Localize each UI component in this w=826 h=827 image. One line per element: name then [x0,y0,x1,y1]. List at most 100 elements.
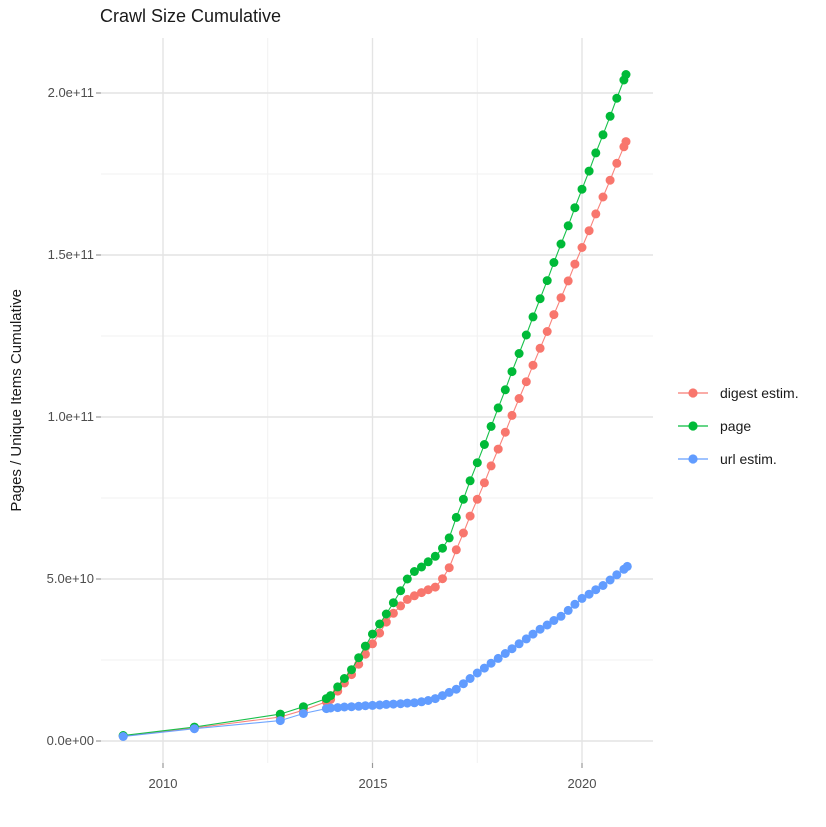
data-point-url-estim [368,700,377,710]
data-point-url-estim [563,605,573,615]
data-point-digest-estim [570,259,580,269]
data-point-page [563,221,573,231]
data-point-url-estim [598,581,608,590]
data-point-digest-estim [423,585,433,595]
data-point-url-estim [500,649,510,658]
x-tick-label-2010: 2010 [148,776,178,791]
data-point-digest-estim [375,628,385,638]
y-axis-title-text: Pages / Unique Items Cumulative [8,289,25,512]
data-point-url-estim [521,634,531,644]
data-point-digest-estim [493,444,503,454]
data-point-url-estim [347,702,356,712]
data-point-url-estim [275,716,285,726]
legend-label-url-estim: url estim. [720,450,777,467]
data-point-page [549,258,559,267]
data-point-page [458,494,468,504]
data-point-page [444,533,454,543]
data-point-digest-estim [621,137,631,147]
data-point-digest-estim [465,511,475,521]
y-tick-label-0: 0.0e+00 [46,733,94,748]
data-point-page [535,294,545,304]
data-point-page [465,476,475,486]
data-point-page [339,674,349,683]
data-point-url-estim [577,593,587,603]
data-point-url-estim [542,620,552,630]
data-point-url-estim [423,696,433,705]
data-point-page [354,653,364,663]
legend-item-url-estim: url estim. [676,442,799,475]
data-point-digest-estim [584,226,594,236]
data-point-page [375,619,385,629]
legend-item-page: page [676,409,799,442]
data-point-url-estim [612,570,622,580]
data-point-page [381,609,391,619]
data-point-url-estim [556,611,566,621]
data-point-url-estim [396,699,406,709]
data-point-page [605,111,615,121]
data-point-digest-estim [528,360,538,370]
data-point-url-estim [381,699,391,709]
data-point-url-estim [375,700,385,710]
data-point-digest-estim [444,563,454,573]
data-point-page [493,403,503,413]
data-point-page [542,276,552,286]
data-point-page [368,629,377,639]
x-tick-label-2015: 2015 [358,776,388,791]
data-point-page [298,702,308,712]
data-point-url-estim [409,698,419,708]
data-point-url-estim [465,674,475,683]
data-point-page [388,598,398,608]
data-point-digest-estim [556,293,566,303]
data-point-digest-estim [396,601,406,611]
legend-key-page-icon [678,420,708,431]
data-point-digest-estim [388,608,398,618]
legend-label-digest-estim: digest estim. [720,384,799,401]
data-point-url-estim [458,679,468,689]
data-point-page [326,691,336,701]
data-point-digest-estim [549,310,559,320]
data-point-url-estim [549,616,559,625]
data-point-digest-estim [591,209,601,219]
data-point-url-estim [535,624,545,634]
data-point-digest-estim [451,545,461,555]
data-point-page [417,562,426,572]
data-point-page [528,312,538,322]
legend: digest estim. page url estim. [676,376,799,475]
data-point-digest-estim [507,410,517,420]
data-point-url-estim [339,702,349,712]
data-point-page [275,709,285,719]
data-point-url-estim [388,699,398,709]
data-point-page [570,203,580,213]
data-point-page [347,665,356,675]
legend-item-digest-estim: digest estim. [676,376,799,409]
legend-label-page: page [720,417,752,434]
data-point-digest-estim [521,377,531,387]
data-point-digest-estim [577,243,587,252]
data-point-url-estim [333,703,343,713]
y-axis-title: Pages / Unique Items Cumulative [8,38,25,763]
data-point-url-estim [570,599,580,609]
data-point-url-estim [584,589,594,599]
data-point-url-estim [591,585,601,595]
y-tick-label-2: 1.0e+11 [47,409,94,424]
data-point-url-estim [605,575,615,585]
data-point-page [577,184,587,194]
data-point-url-estim [479,663,489,673]
data-point-page [621,70,631,79]
data-point-digest-estim [605,175,615,185]
x-tick-label-2020: 2020 [567,776,597,791]
series-line-url-estim [123,565,628,738]
data-point-page [500,385,510,395]
data-point-page [486,421,496,431]
data-point-url-estim [493,653,503,663]
data-point-page [507,367,517,377]
data-point-url-estim [189,724,199,734]
data-point-url-estim [402,698,412,708]
data-point-url-estim [298,709,308,718]
data-point-url-estim [326,703,336,713]
y-tick-label-1: 5.0e+10 [46,571,94,586]
data-point-digest-estim [409,591,419,601]
chart-title: Crawl Size Cumulative [100,6,282,26]
